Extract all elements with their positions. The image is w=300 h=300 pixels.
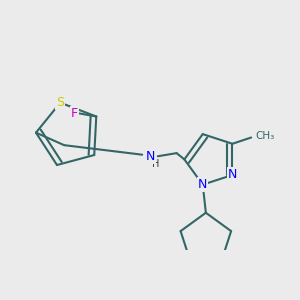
Text: F: F — [71, 107, 78, 120]
Text: CH₃: CH₃ — [256, 131, 275, 141]
Text: N: N — [228, 169, 237, 182]
Text: S: S — [56, 96, 64, 109]
Text: N: N — [145, 150, 155, 163]
Text: H: H — [152, 159, 159, 169]
Text: N: N — [198, 178, 207, 191]
